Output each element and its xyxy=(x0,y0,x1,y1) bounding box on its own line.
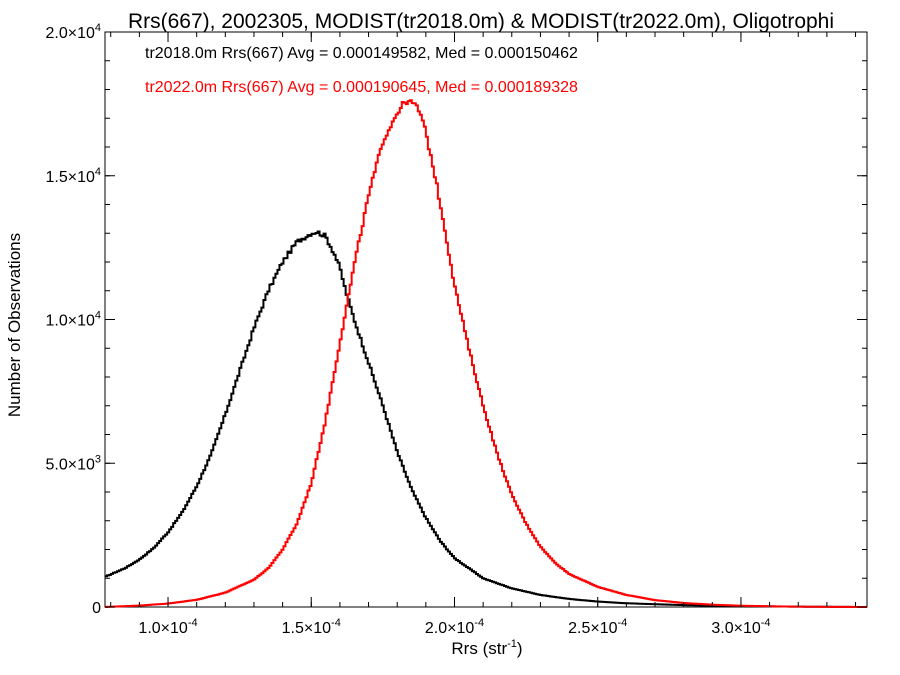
x-tick-label: 2.5×10-4 xyxy=(568,617,627,637)
x-axis: 1.0×10-4 1.5×10-4 2.0×10-4 2.5×10-4 3.0×10-4 xyxy=(110,32,857,637)
series-line-tr2022 xyxy=(105,99,867,608)
x-tick-label: 2.0×10-4 xyxy=(425,617,484,637)
plot-area xyxy=(104,31,868,608)
y-tick-label: 1.5×104 xyxy=(45,166,101,186)
chart-title: Rrs(667), 2002305, MODIST(tr2018.0m) & M… xyxy=(128,10,834,33)
y-tick-label: 2.0×104 xyxy=(45,22,101,42)
x-tick-label: 3.0×10-4 xyxy=(711,617,770,637)
x-axis-title-exponent: -1 xyxy=(507,638,517,650)
x-tick-label: 1.0×10-4 xyxy=(138,617,197,637)
legend-entry-red: tr2022.0m Rrs(667) Avg = 0.000190645, Me… xyxy=(145,79,578,96)
series-group xyxy=(105,99,867,608)
y-tick-label: 5.0×103 xyxy=(45,453,101,473)
legend-entry-black: tr2018.0m Rrs(667) Avg = 0.000149582, Me… xyxy=(145,45,578,62)
y-tick-label: 1.0×104 xyxy=(45,310,101,330)
y-axis: 0 5.0×103 1.0×104 1.5×104 2.0×104 xyxy=(45,22,867,617)
x-axis-title-close: ) xyxy=(517,639,523,658)
y-axis-title: Number of Observations xyxy=(5,233,24,417)
x-axis-title: Rrs (str-1) xyxy=(451,638,522,658)
y-tick-label: 0 xyxy=(92,600,101,617)
x-axis-title-text: Rrs (str xyxy=(451,639,507,658)
plot-frame xyxy=(104,31,868,608)
x-tick-label: 1.5×10-4 xyxy=(282,617,341,637)
